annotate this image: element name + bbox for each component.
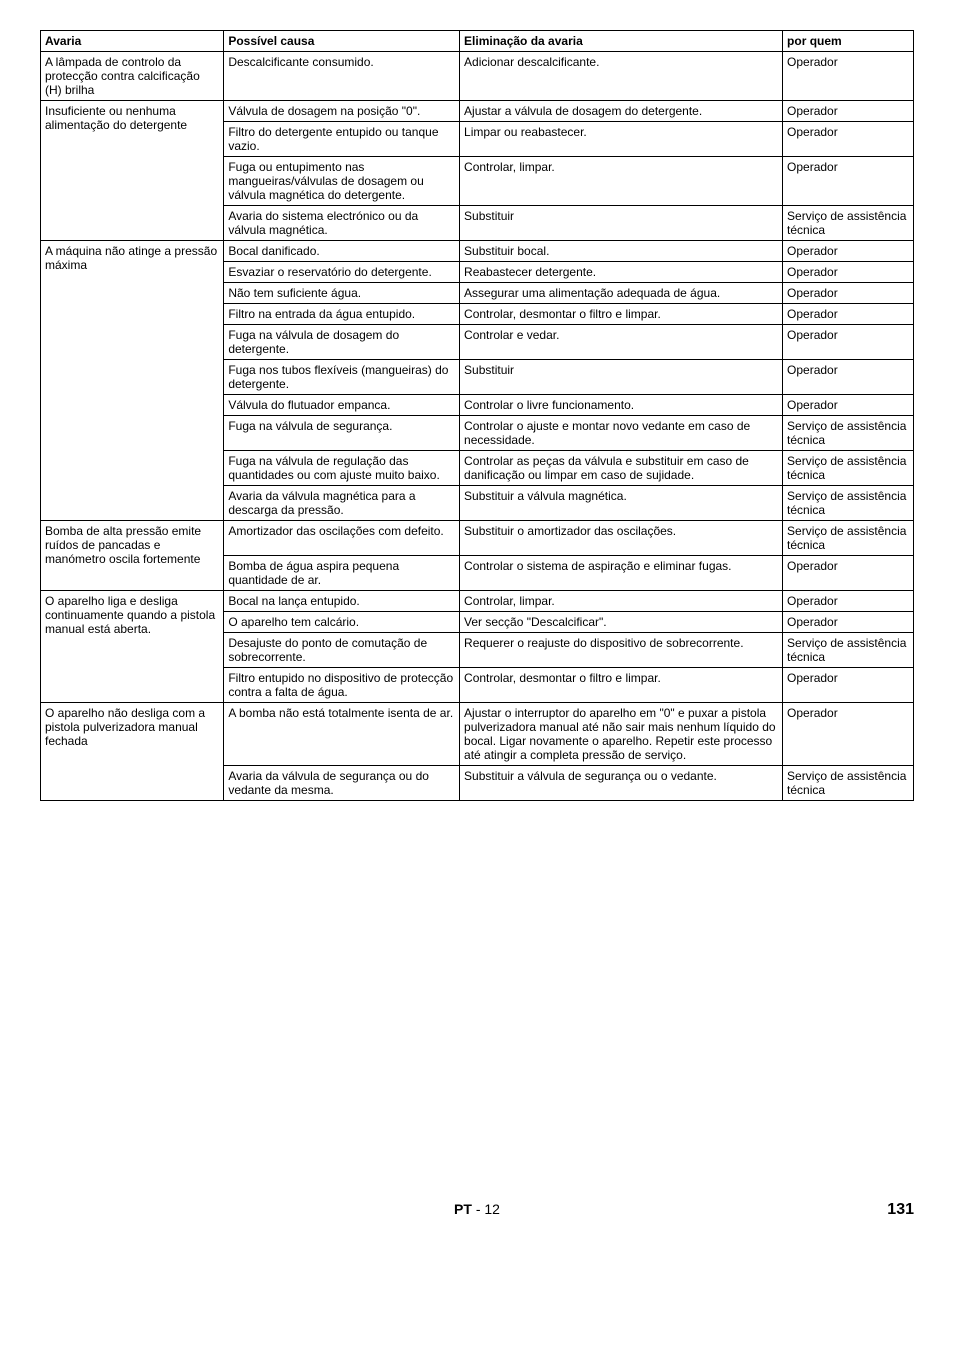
cell-causa: Filtro entupido no dispositivo de protec… bbox=[224, 668, 460, 703]
cell-causa: Bomba de água aspira pequena quantidade … bbox=[224, 556, 460, 591]
cell-eliminacao: Ajustar o interruptor do aparelho em "0"… bbox=[460, 703, 783, 766]
cell-quem: Serviço de assistência técnica bbox=[783, 766, 914, 801]
cell-eliminacao: Controlar, limpar. bbox=[460, 591, 783, 612]
header-eliminacao: Eliminação da avaria bbox=[460, 31, 783, 52]
table-row: O aparelho liga e desliga continuamente … bbox=[41, 591, 914, 612]
cell-eliminacao: Controlar, desmontar o filtro e limpar. bbox=[460, 304, 783, 325]
table-row: O aparelho não desliga com a pistola pul… bbox=[41, 703, 914, 766]
cell-quem: Serviço de assistência técnica bbox=[783, 486, 914, 521]
footer-center: PT - 12 bbox=[40, 1201, 914, 1217]
table-row: A lâmpada de controlo da protecção contr… bbox=[41, 52, 914, 101]
cell-quem: Operador bbox=[783, 122, 914, 157]
cell-quem: Operador bbox=[783, 241, 914, 262]
cell-causa: Fuga na válvula de dosagem do detergente… bbox=[224, 325, 460, 360]
cell-eliminacao: Adicionar descalcificante. bbox=[460, 52, 783, 101]
cell-causa: Válvula de dosagem na posição "0". bbox=[224, 101, 460, 122]
cell-causa: Válvula do flutuador empanca. bbox=[224, 395, 460, 416]
footer-page-number: 131 bbox=[887, 1201, 914, 1219]
table-row: Insuficiente ou nenhuma alimentação do d… bbox=[41, 101, 914, 122]
cell-quem: Operador bbox=[783, 283, 914, 304]
cell-quem: Operador bbox=[783, 703, 914, 766]
cell-causa: A bomba não está totalmente isenta de ar… bbox=[224, 703, 460, 766]
cell-causa: Amortizador das oscilações com defeito. bbox=[224, 521, 460, 556]
cell-eliminacao: Substituir a válvula de segurança ou o v… bbox=[460, 766, 783, 801]
cell-causa: Filtro do detergente entupido ou tanque … bbox=[224, 122, 460, 157]
cell-avaria: O aparelho liga e desliga continuamente … bbox=[41, 591, 224, 703]
table-row: A máquina não atinge a pressão máximaBoc… bbox=[41, 241, 914, 262]
page-footer: PT - 12 131 bbox=[40, 1201, 914, 1217]
cell-quem: Operador bbox=[783, 304, 914, 325]
cell-quem: Operador bbox=[783, 360, 914, 395]
cell-causa: Fuga na válvula de regulação das quantid… bbox=[224, 451, 460, 486]
cell-eliminacao: Controlar o sistema de aspiração e elimi… bbox=[460, 556, 783, 591]
header-quem: por quem bbox=[783, 31, 914, 52]
cell-eliminacao: Ver secção "Descalcificar". bbox=[460, 612, 783, 633]
cell-causa: Desajuste do ponto de comutação de sobre… bbox=[224, 633, 460, 668]
cell-eliminacao: Controlar e vedar. bbox=[460, 325, 783, 360]
cell-causa: Não tem suficiente água. bbox=[224, 283, 460, 304]
cell-quem: Serviço de assistência técnica bbox=[783, 521, 914, 556]
cell-eliminacao: Controlar, limpar. bbox=[460, 157, 783, 206]
cell-avaria: Insuficiente ou nenhuma alimentação do d… bbox=[41, 101, 224, 241]
cell-eliminacao: Assegurar uma alimentação adequada de ág… bbox=[460, 283, 783, 304]
cell-causa: Avaria da válvula magnética para a desca… bbox=[224, 486, 460, 521]
cell-quem: Operador bbox=[783, 395, 914, 416]
cell-eliminacao: Ajustar a válvula de dosagem do detergen… bbox=[460, 101, 783, 122]
troubleshooting-table: Avaria Possível causa Eliminação da avar… bbox=[40, 30, 914, 801]
header-causa: Possível causa bbox=[224, 31, 460, 52]
cell-avaria: A máquina não atinge a pressão máxima bbox=[41, 241, 224, 521]
cell-eliminacao: Controlar as peças da válvula e substitu… bbox=[460, 451, 783, 486]
cell-quem: Operador bbox=[783, 668, 914, 703]
cell-causa: Esvaziar o reservatório do detergente. bbox=[224, 262, 460, 283]
cell-avaria: O aparelho não desliga com a pistola pul… bbox=[41, 703, 224, 801]
cell-causa: Descalcificante consumido. bbox=[224, 52, 460, 101]
cell-quem: Serviço de assistência técnica bbox=[783, 416, 914, 451]
cell-eliminacao: Substituir bocal. bbox=[460, 241, 783, 262]
cell-causa: Fuga na válvula de segurança. bbox=[224, 416, 460, 451]
cell-causa: Bocal danificado. bbox=[224, 241, 460, 262]
cell-eliminacao: Substituir a válvula magnética. bbox=[460, 486, 783, 521]
cell-quem: Serviço de assistência técnica bbox=[783, 206, 914, 241]
cell-causa: Avaria do sistema electrónico ou da válv… bbox=[224, 206, 460, 241]
cell-quem: Operador bbox=[783, 556, 914, 591]
cell-eliminacao: Substituir bbox=[460, 206, 783, 241]
cell-eliminacao: Controlar o ajuste e montar novo vedante… bbox=[460, 416, 783, 451]
cell-quem: Operador bbox=[783, 262, 914, 283]
cell-quem: Operador bbox=[783, 157, 914, 206]
cell-eliminacao: Controlar o livre funcionamento. bbox=[460, 395, 783, 416]
table-row: Bomba de alta pressão emite ruídos de pa… bbox=[41, 521, 914, 556]
cell-eliminacao: Requerer o reajuste do dispositivo de so… bbox=[460, 633, 783, 668]
cell-quem: Operador bbox=[783, 612, 914, 633]
table-header-row: Avaria Possível causa Eliminação da avar… bbox=[41, 31, 914, 52]
cell-causa: Bocal na lança entupido. bbox=[224, 591, 460, 612]
cell-quem: Operador bbox=[783, 325, 914, 360]
cell-eliminacao: Substituir o amortizador das oscilações. bbox=[460, 521, 783, 556]
cell-quem: Operador bbox=[783, 52, 914, 101]
cell-causa: O aparelho tem calcário. bbox=[224, 612, 460, 633]
cell-causa: Filtro na entrada da água entupido. bbox=[224, 304, 460, 325]
footer-lang: PT bbox=[454, 1201, 472, 1217]
footer-mid: - 12 bbox=[476, 1201, 500, 1217]
cell-quem: Operador bbox=[783, 591, 914, 612]
cell-quem: Serviço de assistência técnica bbox=[783, 451, 914, 486]
cell-causa: Avaria da válvula de segurança ou do ved… bbox=[224, 766, 460, 801]
cell-eliminacao: Controlar, desmontar o filtro e limpar. bbox=[460, 668, 783, 703]
cell-eliminacao: Limpar ou reabastecer. bbox=[460, 122, 783, 157]
cell-eliminacao: Substituir bbox=[460, 360, 783, 395]
cell-quem: Operador bbox=[783, 101, 914, 122]
cell-quem: Serviço de assistência técnica bbox=[783, 633, 914, 668]
cell-eliminacao: Reabastecer detergente. bbox=[460, 262, 783, 283]
cell-avaria: Bomba de alta pressão emite ruídos de pa… bbox=[41, 521, 224, 591]
cell-avaria: A lâmpada de controlo da protecção contr… bbox=[41, 52, 224, 101]
cell-causa: Fuga nos tubos flexíveis (mangueiras) do… bbox=[224, 360, 460, 395]
header-avaria: Avaria bbox=[41, 31, 224, 52]
cell-causa: Fuga ou entupimento nas mangueiras/válvu… bbox=[224, 157, 460, 206]
